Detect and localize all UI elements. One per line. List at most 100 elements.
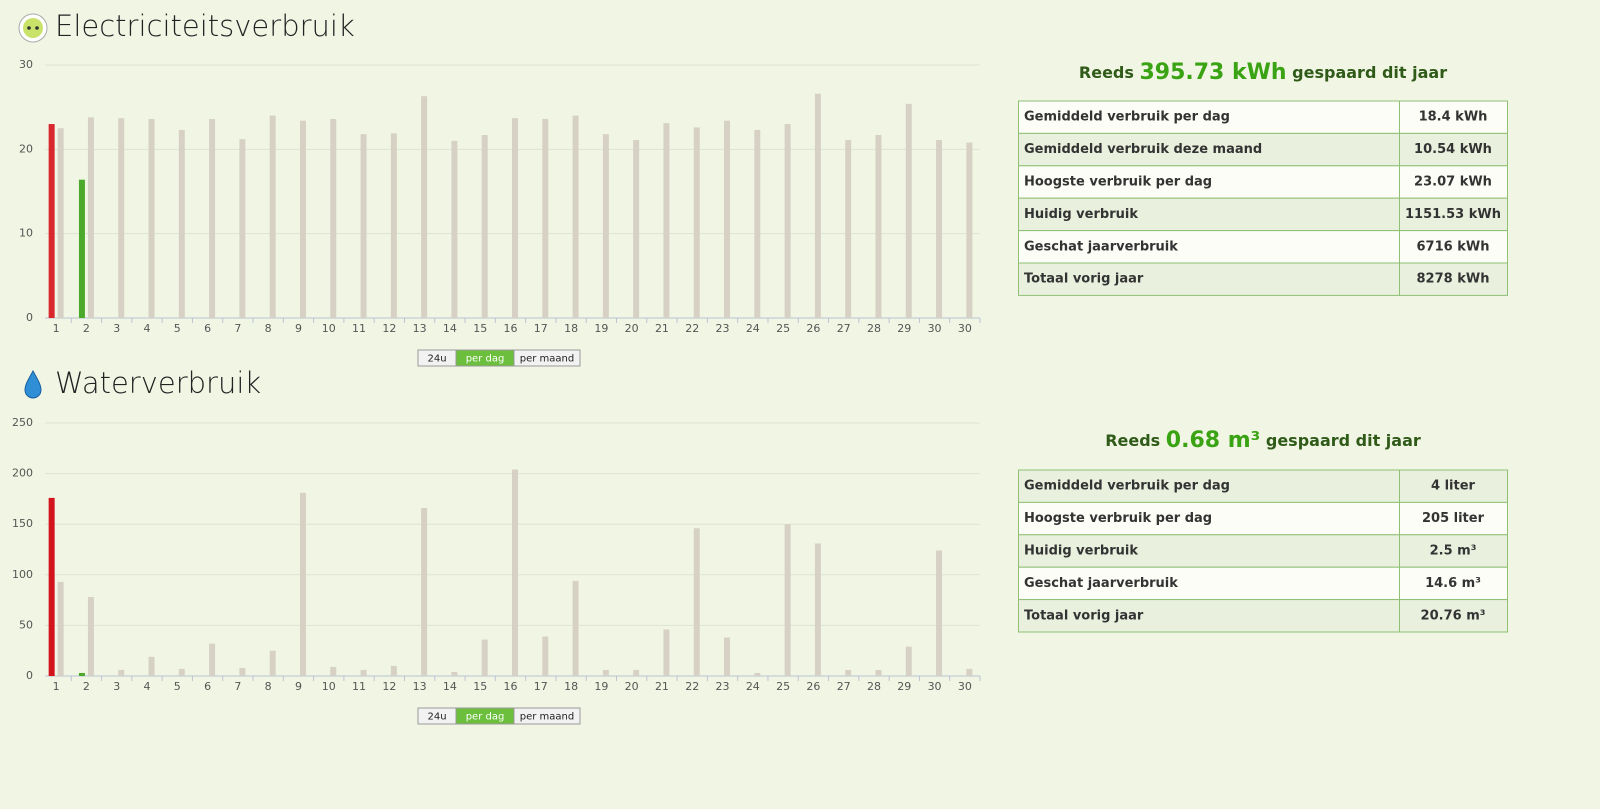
bar [390,133,397,318]
bar [330,118,337,319]
bar [693,528,700,676]
period-button[interactable] [513,349,581,367]
bar [178,668,185,676]
x-tick-label: 28 [867,322,881,335]
summary-amount: 395.73 kWh [1139,60,1286,85]
x-tick-label: 20 [625,680,639,693]
x-tick-label: 11 [352,322,366,335]
x-tick-label: 20 [625,322,639,335]
x-tick-label: 13 [413,680,427,693]
y-tick-label: 0 [26,669,33,682]
bar [481,134,488,318]
table-value: 4 liter [1431,479,1476,494]
table-value: 20.76 m³ [1421,608,1486,623]
x-tick-label: 16 [504,680,518,693]
x-tick-label: 25 [776,680,790,693]
x-tick-label: 18 [564,322,578,335]
bar [784,124,791,319]
bar [633,669,640,676]
x-tick-label: 22 [685,680,699,693]
period-button[interactable] [513,707,581,725]
x-tick-label: 7 [234,680,241,693]
table-value: 2.5 m³ [1430,544,1477,559]
x-tick-label: 30 [928,322,942,335]
x-tick-label: 5 [174,680,181,693]
y-tick-label: 30 [19,58,33,71]
table-value: 6716 kWh [1417,239,1490,254]
chart-title: Electriciteitsverbruik [55,9,355,43]
table-row [1018,132,1508,167]
period-button-label: per maand [520,712,574,723]
table-value: 8278 kWh [1417,272,1490,287]
x-tick-label: 7 [234,322,241,335]
bar [239,139,246,318]
bar [421,96,428,318]
x-tick-label: 22 [685,322,699,335]
x-tick-label: 19 [594,322,608,335]
x-tick-label: 15 [473,680,487,693]
bar [663,123,670,318]
bar [936,140,943,318]
x-tick-label: 6 [204,322,211,335]
y-tick-label: 150 [12,517,33,530]
table-label: Gemiddeld verbruik deze maand [1024,142,1262,157]
y-tick-label: 20 [19,142,33,155]
bar [269,115,276,318]
x-tick-label: 30 [958,680,972,693]
x-tick-label: 3 [113,322,120,335]
summary-amount: 0.68 m³ [1166,428,1261,453]
x-tick-label: 11 [352,680,366,693]
bar [905,646,912,676]
bar [299,120,306,318]
x-tick-label: 8 [265,680,272,693]
bar [542,636,549,676]
table-row [1018,165,1508,199]
bar [239,667,246,676]
table-value: 18.4 kWh [1419,110,1488,125]
bar [875,669,882,676]
table-row [1018,262,1508,296]
bar [512,118,518,318]
x-tick-label: 6 [204,680,211,693]
bar [48,497,55,676]
x-tick-label: 29 [897,322,911,335]
summary-suffix: gespaard dit jaar [1266,431,1421,450]
x-tick-label: 24 [746,322,760,335]
bar [148,118,155,319]
bar [966,142,973,318]
table-row [1018,100,1508,134]
x-tick-label: 17 [534,680,548,693]
y-tick-label: 50 [19,618,33,631]
x-tick-label: 4 [144,680,151,693]
x-tick-label: 13 [413,322,427,335]
bar [875,134,882,318]
bar [57,128,64,318]
savings-summary: Reeds 0.68 m³ gespaard dit jaar [1105,428,1421,453]
bar [572,115,579,318]
table-label: Hoogste verbruik per dag [1024,511,1212,526]
bar [209,643,216,676]
table-row [1018,501,1508,536]
table-label: Huidig verbruik [1024,207,1138,222]
bar [451,140,458,318]
x-tick-label: 12 [382,680,396,693]
bar [209,118,216,319]
y-tick-label: 100 [12,568,33,581]
y-tick-label: 10 [19,227,33,240]
bar [966,668,973,676]
bar [542,118,549,319]
x-tick-label: 1 [53,680,60,693]
x-tick-label: 27 [837,680,851,693]
table-value: 10.54 kWh [1414,142,1492,157]
electricity-icon [18,13,48,43]
table-label: Geschat jaarverbruik [1024,576,1178,591]
bar [845,140,852,318]
x-tick-label: 23 [716,322,730,335]
summary-suffix: gespaard dit jaar [1292,63,1447,82]
table-label: Totaal vorig jaar [1024,608,1144,623]
x-tick-label: 19 [594,680,608,693]
bar [451,671,458,676]
x-tick-label: 30 [958,322,972,335]
bar [481,639,488,676]
